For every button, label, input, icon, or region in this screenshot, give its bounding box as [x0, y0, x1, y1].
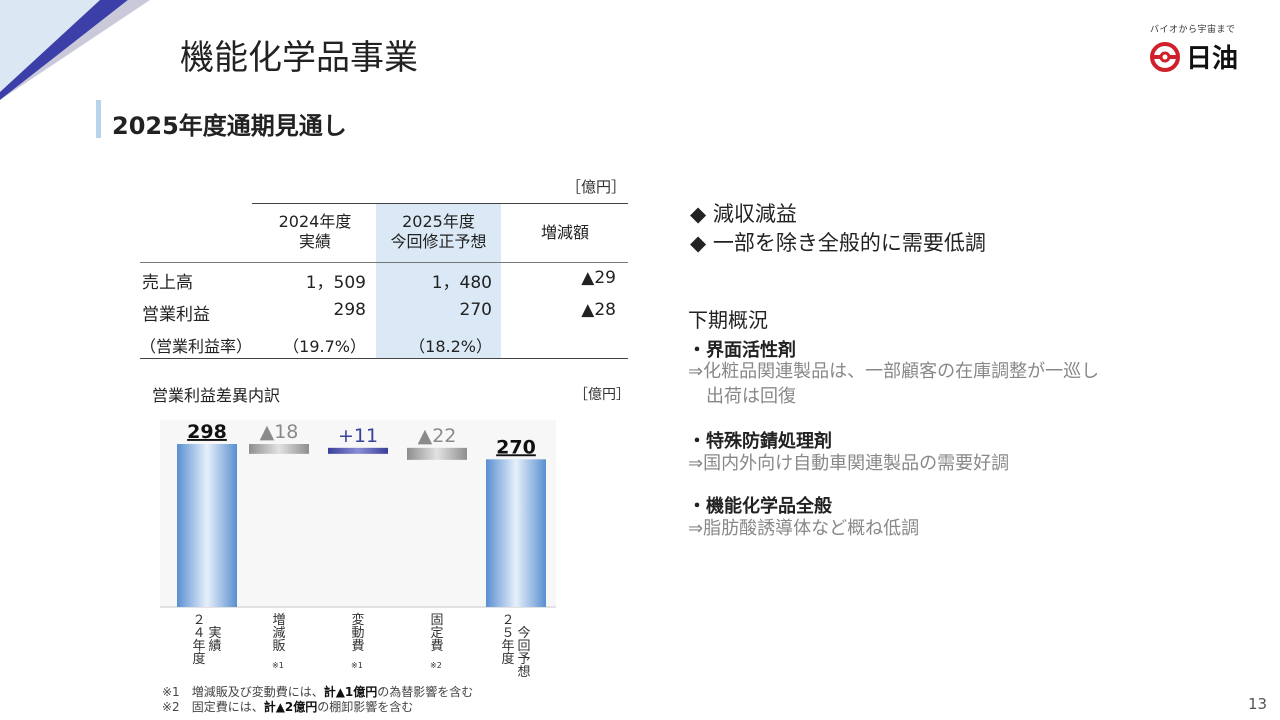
outlook-item-body: ⇒化粧品関連製品は、一部顧客の在庫調整が一巡し 出荷は回復: [688, 361, 1100, 407]
page-title: 機能化学品事業: [180, 38, 418, 78]
data-label-25年度今回予想: 270: [496, 436, 536, 458]
table-row-label: （営業利益率）: [140, 337, 253, 356]
data-label-固定費: ▲22: [418, 425, 457, 447]
outlook-item-head: ・界面活性剤: [688, 340, 796, 361]
category-note: ※1: [351, 661, 363, 670]
table-unit: ［億円］: [566, 178, 627, 196]
outlook-item-head: ・機能化学品全般: [688, 496, 832, 517]
waterfall-chart: 298 ▲18 +11 ▲22 270: [160, 420, 556, 608]
chart-title: 営業利益差異内訳: [152, 386, 281, 405]
nof-logo-icon: [1150, 42, 1180, 72]
data-label-増減販: ▲18: [260, 421, 299, 443]
outlook-item-body: ⇒国内外向け自動車関連製品の需要好調: [688, 453, 1010, 474]
outlook-heading: 下期概況: [688, 308, 768, 332]
bar-固定費: [407, 447, 467, 460]
data-label-24年度実績: 298: [187, 421, 227, 443]
corner-decoration: [0, 0, 150, 100]
table-header-diff: 増減額: [540, 223, 589, 242]
table-header-2024: 2024年度 実績: [278, 212, 352, 251]
table-bottom-rule: [140, 358, 628, 359]
table-cell: （19.7%）: [283, 337, 366, 356]
table-cell: ▲29: [581, 268, 616, 288]
table-row-label: 営業利益: [142, 305, 210, 325]
bar-25年度今回予想: [486, 459, 546, 607]
category-note: ※2: [430, 661, 442, 670]
logo-name: 日油: [1186, 44, 1239, 74]
footnote-2: ※2 固定費には、計▲2億円の棚卸影響を含む: [162, 700, 414, 714]
section-accent-bar: [96, 100, 101, 138]
table-cell: 270: [459, 300, 492, 320]
category-label-増減販: 増減販: [272, 613, 286, 654]
bar-変動費: [328, 447, 388, 454]
summary-bullet: ◆ 一部を除き全般的に需要低調: [690, 231, 986, 255]
category-label-固定費: 固定費: [430, 613, 444, 654]
outlook-item-head: ・特殊防錆処理剤: [688, 431, 832, 452]
section-title: 2025年度通期見通し: [112, 112, 347, 140]
category-label-変動費: 変動費: [351, 613, 365, 654]
data-label-変動費: +11: [338, 425, 378, 447]
summary-bullet: ◆ 減収減益: [690, 202, 797, 226]
table-highlight-column: [376, 204, 501, 358]
logo-tagline: バイオから宇宙まで: [1150, 25, 1236, 35]
outlook-item-body: ⇒脂肪酸誘導体など概ね低調: [688, 518, 920, 539]
category-note: ※1: [272, 661, 284, 670]
table-cell: （18.2%）: [409, 337, 492, 356]
table-row-label: 売上高: [142, 273, 193, 293]
chart-unit: ［億円］: [574, 387, 630, 403]
table-cell: ▲28: [581, 300, 616, 320]
bar-24年度実績: [177, 444, 237, 607]
table-cell: 298: [333, 300, 366, 320]
table-cell: 1，509: [305, 273, 366, 293]
page-number: 13: [1248, 695, 1268, 713]
table-header-2025: 2025年度 今回修正予想: [390, 212, 487, 251]
table-cell: 1，480: [431, 273, 492, 293]
table-top-rule: [252, 203, 628, 204]
bar-増減販: [249, 444, 309, 454]
table-header-rule: [140, 262, 628, 263]
footnote-1: ※1 増減販及び変動費には、計▲1億円の為替影響を含む: [162, 685, 474, 699]
